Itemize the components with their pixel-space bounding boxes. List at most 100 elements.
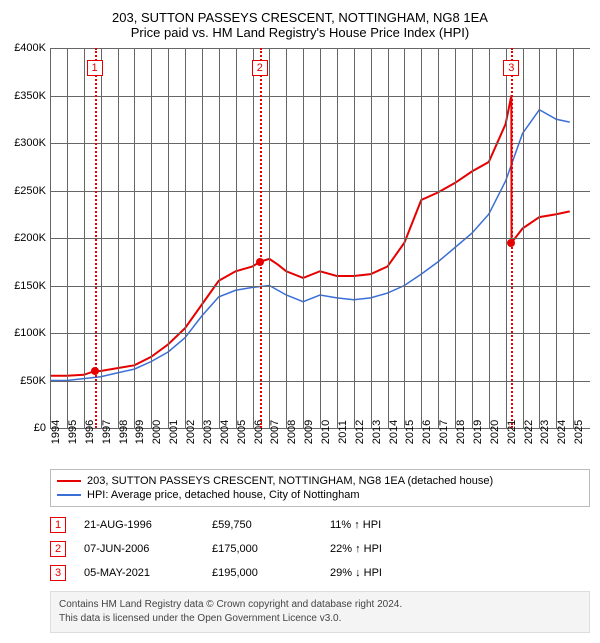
sale-price: £195,000 (212, 567, 312, 579)
x-axis-label: 2002 (185, 420, 197, 444)
x-gridline (556, 48, 557, 428)
sale-row: 305-MAY-2021£195,00029% ↓ HPI (50, 561, 590, 585)
x-gridline (506, 48, 507, 428)
y-axis-label: £50K (20, 375, 46, 387)
x-axis-label: 1999 (134, 420, 146, 444)
titles: 203, SUTTON PASSEYS CRESCENT, NOTTINGHAM… (10, 10, 590, 40)
x-gridline (118, 48, 119, 428)
x-gridline (286, 48, 287, 428)
sale-diff: 11% ↑ HPI (330, 519, 381, 531)
x-axis-label: 2005 (236, 420, 248, 444)
x-axis-label: 2009 (303, 420, 315, 444)
x-gridline (67, 48, 68, 428)
x-axis-label: 2007 (269, 420, 281, 444)
legend-swatch (57, 494, 81, 496)
x-gridline (168, 48, 169, 428)
x-gridline (421, 48, 422, 428)
x-gridline (253, 48, 254, 428)
x-axis-label: 2025 (573, 420, 585, 444)
x-gridline (354, 48, 355, 428)
x-axis-label: 2023 (539, 420, 551, 444)
x-axis-label: 2008 (286, 420, 298, 444)
x-gridline (84, 48, 85, 428)
x-axis-label: 2006 (253, 420, 265, 444)
x-axis-label: 2000 (151, 420, 163, 444)
x-gridline (303, 48, 304, 428)
x-gridline (404, 48, 405, 428)
x-axis-label: 2011 (337, 420, 349, 444)
sale-diff: 22% ↑ HPI (330, 543, 382, 555)
x-gridline (438, 48, 439, 428)
x-axis-label: 1994 (50, 420, 62, 444)
sale-marker-line (260, 48, 262, 428)
sale-date: 05-MAY-2021 (84, 567, 194, 579)
x-axis-label: 2010 (320, 420, 332, 444)
x-axis-label: 2015 (404, 420, 416, 444)
y-axis-label: £350K (14, 90, 46, 102)
chart-title: 203, SUTTON PASSEYS CRESCENT, NOTTINGHAM… (10, 10, 590, 25)
chart-container: 203, SUTTON PASSEYS CRESCENT, NOTTINGHAM… (10, 10, 590, 633)
x-gridline (337, 48, 338, 428)
x-axis-label: 2018 (455, 420, 467, 444)
x-axis-label: 1997 (101, 420, 113, 444)
sale-marker-point (91, 367, 99, 375)
x-axis-label: 2016 (421, 420, 433, 444)
sale-marker-point (507, 239, 515, 247)
y-axis-label: £400K (14, 42, 46, 54)
y-axis-label: £150K (14, 280, 46, 292)
series-line (50, 110, 570, 381)
x-gridline (539, 48, 540, 428)
sale-price: £175,000 (212, 543, 312, 555)
sale-marker-badge: 1 (87, 60, 103, 76)
sale-marker-badge: 2 (252, 60, 268, 76)
x-axis-label: 2017 (438, 420, 450, 444)
x-axis-label: 2022 (523, 420, 535, 444)
chart-subtitle: Price paid vs. HM Land Registry's House … (10, 25, 590, 40)
y-axis-label: £250K (14, 185, 46, 197)
legend-item-property: 203, SUTTON PASSEYS CRESCENT, NOTTINGHAM… (57, 474, 583, 488)
footer-line: Contains HM Land Registry data © Crown c… (59, 598, 581, 612)
y-axis-label: £0 (34, 422, 46, 434)
x-axis-label: 1998 (118, 420, 130, 444)
sale-row: 207-JUN-2006£175,00022% ↑ HPI (50, 537, 590, 561)
sale-price: £59,750 (212, 519, 312, 531)
attribution-footer: Contains HM Land Registry data © Crown c… (50, 591, 590, 633)
x-gridline (523, 48, 524, 428)
legend: 203, SUTTON PASSEYS CRESCENT, NOTTINGHAM… (50, 469, 590, 507)
sale-diff: 29% ↓ HPI (330, 567, 382, 579)
x-gridline (269, 48, 270, 428)
y-axis-label: £100K (14, 327, 46, 339)
x-gridline (573, 48, 574, 428)
x-gridline (472, 48, 473, 428)
x-gridline (455, 48, 456, 428)
x-axis-label: 2003 (202, 420, 214, 444)
x-axis-label: 1995 (67, 420, 79, 444)
sale-badge: 2 (50, 541, 66, 557)
x-axis-label: 2013 (371, 420, 383, 444)
footer-line: This data is licensed under the Open Gov… (59, 612, 581, 626)
x-axis-label: 2004 (219, 420, 231, 444)
x-gridline (151, 48, 152, 428)
x-axis-label: 2020 (489, 420, 501, 444)
legend-label: 203, SUTTON PASSEYS CRESCENT, NOTTINGHAM… (87, 475, 493, 487)
x-gridline (50, 48, 51, 428)
x-gridline (134, 48, 135, 428)
y-axis-label: £300K (14, 137, 46, 149)
y-axis-label: £200K (14, 232, 46, 244)
sale-date: 21-AUG-1996 (84, 519, 194, 531)
x-gridline (388, 48, 389, 428)
legend-swatch (57, 480, 81, 482)
x-gridline (202, 48, 203, 428)
x-gridline (320, 48, 321, 428)
x-axis-label: 2001 (168, 420, 180, 444)
x-axis-label: 2012 (354, 420, 366, 444)
sale-row: 1 21-AUG-1996 £59,750 11% ↑ HPI (50, 513, 590, 537)
sales-table: 121-AUG-1996£59,75011% ↑ HPI207-JUN-2006… (50, 513, 590, 585)
x-axis-label: 2024 (556, 420, 568, 444)
sale-marker-badge: 3 (503, 60, 519, 76)
legend-item-hpi: HPI: Average price, detached house, City… (57, 488, 583, 502)
sale-badge: 1 (50, 517, 66, 533)
sale-marker-point (256, 258, 264, 266)
legend-label: HPI: Average price, detached house, City… (87, 489, 360, 501)
x-gridline (185, 48, 186, 428)
